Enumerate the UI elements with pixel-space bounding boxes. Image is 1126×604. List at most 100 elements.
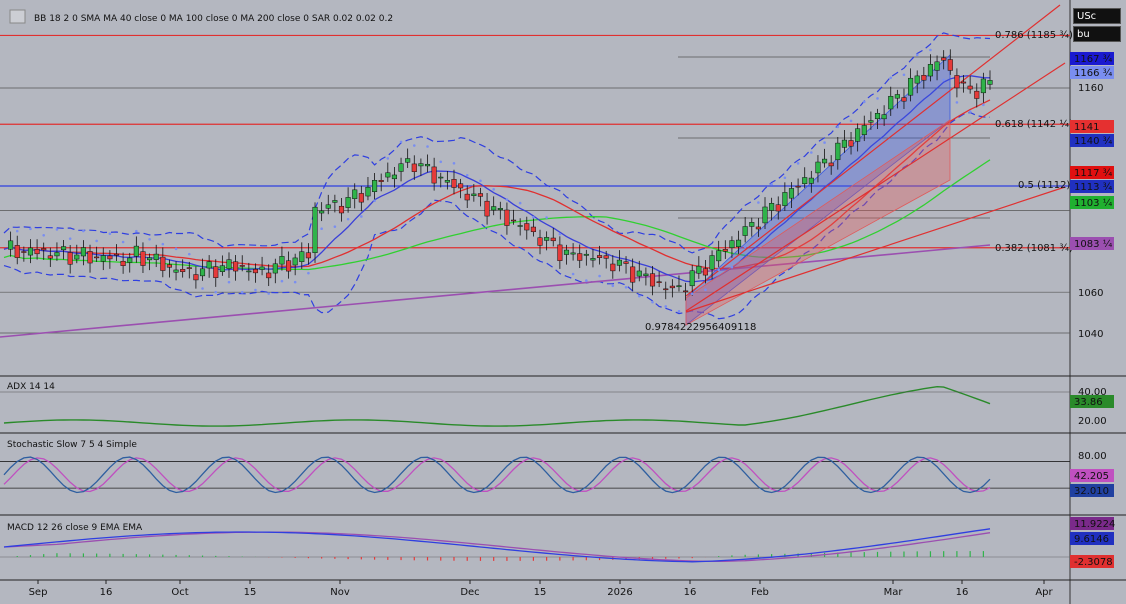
sar-dot — [201, 287, 204, 290]
candle-body — [173, 269, 179, 273]
x-tick-label: 16 — [956, 587, 969, 598]
candle-body — [193, 274, 199, 281]
mode-button[interactable]: bu — [1073, 26, 1121, 42]
candle-body — [21, 251, 27, 253]
sar-dot — [810, 151, 813, 154]
panel-collapse-icon[interactable] — [9, 9, 26, 24]
currency-unit-button[interactable]: USc — [1073, 8, 1121, 24]
candle-body — [113, 253, 120, 256]
candle-body — [669, 285, 675, 289]
candle-body — [630, 266, 636, 283]
sar-dot — [492, 188, 495, 191]
sar-dot — [135, 229, 138, 233]
x-tick-label: Oct — [171, 587, 188, 598]
price-tag-bb-lower: 1113 ¾ — [1074, 182, 1113, 193]
candle-body — [914, 75, 920, 84]
stoch-k-tag: 32.010 — [1074, 486, 1109, 497]
candle-body — [908, 77, 914, 96]
channel-annotation: 0.978422295640911​8 — [645, 322, 756, 333]
sar-dot — [704, 288, 707, 292]
sar-dot — [452, 161, 456, 165]
fib-label-0382: 0.382 (1081 ¾) — [995, 243, 1073, 254]
candle-body — [166, 264, 172, 268]
x-tick-label: Dec — [460, 587, 479, 598]
price-tag-ma-long: 1083 ¼ — [1074, 238, 1113, 250]
candle-body — [451, 179, 457, 188]
sar-dot — [532, 216, 535, 219]
candle-body — [610, 263, 616, 272]
sar-dot — [214, 290, 218, 294]
candle-body — [537, 237, 543, 246]
candle-body — [822, 158, 828, 164]
sar-dot — [373, 199, 376, 203]
candle-body — [94, 256, 100, 259]
candle-body — [398, 163, 404, 172]
price-tag-last: 1141 — [1074, 122, 1099, 133]
candle-body — [239, 265, 245, 267]
candle-body — [444, 180, 450, 183]
candle-body — [550, 237, 556, 242]
candle-body — [213, 266, 219, 278]
sar-dot — [55, 228, 59, 231]
candle-body — [755, 226, 761, 230]
candle-body — [656, 281, 662, 283]
sar-dot — [982, 103, 985, 107]
price-tag-bb-upper: 1167 ¾ — [1074, 54, 1113, 65]
sar-dot — [82, 229, 85, 233]
candle-body — [272, 263, 278, 274]
candle-body — [663, 288, 669, 291]
candle-body — [954, 75, 960, 89]
candle-body — [649, 273, 656, 287]
candle-body — [219, 265, 225, 272]
sar-dot — [293, 280, 297, 284]
sar-dot — [849, 119, 853, 123]
x-tick-label: 16 — [100, 587, 113, 598]
candle-body — [888, 95, 894, 110]
sar-dot — [823, 141, 826, 144]
indicator-panels — [0, 385, 1070, 563]
sar-dot — [386, 157, 390, 160]
candle-body — [54, 252, 60, 257]
sar-dot — [161, 242, 165, 246]
sar-dot — [862, 100, 866, 104]
sar-dot — [889, 76, 893, 80]
candle-body — [74, 254, 80, 260]
sar-dot — [346, 217, 350, 221]
sar-dot — [915, 53, 919, 57]
candle-body — [127, 257, 133, 263]
x-tick-label: 15 — [244, 587, 257, 598]
candle-body — [603, 255, 609, 259]
candle-body — [683, 290, 689, 293]
sar-dot — [505, 198, 509, 201]
candle-body — [87, 251, 93, 264]
candle-body — [477, 193, 484, 197]
candle-body — [934, 61, 940, 71]
x-tick-label: Mar — [884, 587, 904, 598]
candle-body — [120, 260, 126, 266]
sar-dot — [280, 279, 284, 283]
candle-body — [332, 200, 338, 203]
candle-body — [848, 140, 854, 147]
candle-body — [960, 81, 967, 84]
ma-long-line — [0, 244, 991, 338]
candle-body — [967, 85, 973, 90]
y-tick-1160: 1160 — [1078, 83, 1103, 94]
sar-dot — [479, 179, 482, 183]
candle-body — [180, 269, 186, 272]
candle-body — [140, 251, 146, 266]
sar-dot — [677, 309, 681, 313]
candle-body — [570, 252, 576, 255]
candle-body — [544, 237, 550, 241]
sar-dot — [518, 201, 522, 205]
candle-body — [411, 163, 417, 172]
stoch-title: Stochastic Slow 7 5 4 Simple — [7, 440, 137, 450]
candle-body — [41, 248, 47, 251]
sar-dot — [333, 225, 337, 228]
candle-body — [458, 183, 464, 189]
candle-body — [199, 268, 206, 277]
candle-body — [358, 193, 364, 203]
x-tick-label: 16 — [684, 587, 697, 598]
fib-label-0786: 0.786 (1185 ¾) — [995, 30, 1073, 41]
sar-dot — [95, 239, 98, 243]
